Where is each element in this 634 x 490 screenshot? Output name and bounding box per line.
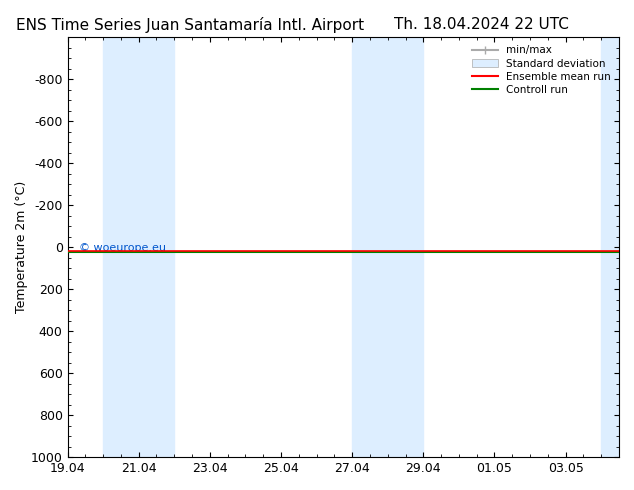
Bar <box>352 37 424 457</box>
Y-axis label: Temperature 2m (°C): Temperature 2m (°C) <box>15 181 28 313</box>
Legend: min/max, Standard deviation, Ensemble mean run, Controll run: min/max, Standard deviation, Ensemble me… <box>469 42 614 98</box>
Text: Th. 18.04.2024 22 UTC: Th. 18.04.2024 22 UTC <box>394 17 569 32</box>
Bar <box>103 37 174 457</box>
Text: © woeurope.eu: © woeurope.eu <box>79 243 165 253</box>
Bar <box>601 37 619 457</box>
Text: ENS Time Series Juan Santamaría Intl. Airport: ENS Time Series Juan Santamaría Intl. Ai… <box>16 17 365 33</box>
